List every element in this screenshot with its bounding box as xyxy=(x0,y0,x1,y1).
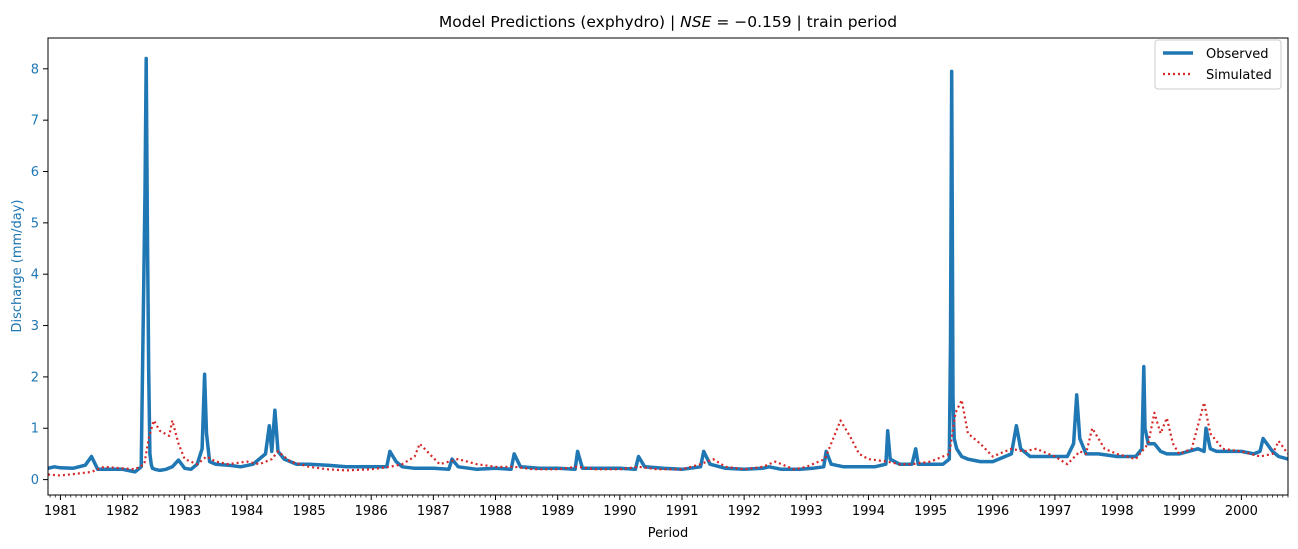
y-tick-label: 5 xyxy=(31,216,39,231)
y-tick-label: 1 xyxy=(31,422,39,437)
x-tick-label: 1983 xyxy=(168,504,201,519)
y-tick-label: 4 xyxy=(31,268,39,283)
x-tick-label: 1997 xyxy=(1038,504,1071,519)
x-axis: 1981 1982 1983 1984 1985 1986 1987 1988 1989 1990… xyxy=(44,495,1289,519)
x-tick-label: 1990 xyxy=(603,504,636,519)
x-tick-label: 1987 xyxy=(417,504,450,519)
legend-simulated-label: Simulated xyxy=(1206,68,1272,83)
title-nse-value: = −0.159 xyxy=(711,13,791,31)
legend: Observed Simulated xyxy=(1154,39,1282,90)
x-tick-label: 1981 xyxy=(44,504,77,519)
y-tick-label: 6 xyxy=(31,165,39,180)
x-tick-label: 1984 xyxy=(230,504,263,519)
legend-observed-label: Observed xyxy=(1206,47,1269,62)
x-tick-label: 1996 xyxy=(976,504,1009,519)
x-tick-label: 1994 xyxy=(852,504,885,519)
x-tick-label: 1985 xyxy=(293,504,326,519)
title-prefix: Model Predictions (exphydro) | xyxy=(439,13,680,31)
y-tick-label: 8 xyxy=(31,62,39,77)
x-axis-title: Period xyxy=(648,526,689,541)
x-tick-label: 1982 xyxy=(106,504,139,519)
plot-frame xyxy=(47,37,1289,496)
y-axis-title: Discharge (mm/day) xyxy=(10,199,25,332)
y-axis: 0 1 2 3 4 5 6 7 8 xyxy=(31,62,48,488)
chart-title: Model Predictions (exphydro) | NSE = −0.… xyxy=(439,13,897,31)
y-tick-label: 7 xyxy=(31,114,39,129)
y-tick-label: 0 xyxy=(31,473,39,488)
x-tick-label: 1999 xyxy=(1163,504,1196,519)
series-line-observed xyxy=(48,56,1288,474)
title-nse-symbol: NSE xyxy=(680,13,711,31)
series-line-simulated xyxy=(48,398,1288,477)
x-tick-label: 1998 xyxy=(1101,504,1134,519)
x-tick-label: 1993 xyxy=(790,504,823,519)
y-tick-label: 3 xyxy=(31,319,39,334)
x-tick-label: 1986 xyxy=(355,504,388,519)
title-suffix: | train period xyxy=(792,13,897,31)
series-layer xyxy=(48,56,1288,477)
x-tick-label: 1995 xyxy=(914,504,947,519)
x-tick-label: 2000 xyxy=(1225,504,1258,519)
y-tick-label: 2 xyxy=(31,370,39,385)
x-tick-label: 1992 xyxy=(728,504,761,519)
x-tick-label: 1989 xyxy=(541,504,574,519)
x-tick-label: 1988 xyxy=(479,504,512,519)
x-tick-label: 1991 xyxy=(665,504,698,519)
